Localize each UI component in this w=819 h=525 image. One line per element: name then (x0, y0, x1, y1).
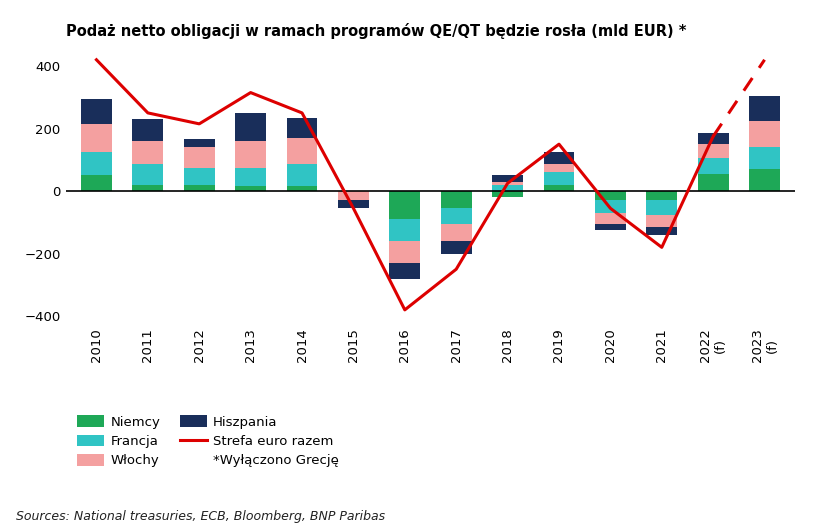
Bar (132, 141, 163, 164)
Bar (749, 121, 779, 148)
Bar (337, 191, 369, 201)
Bar (697, 133, 728, 144)
Bar (441, 241, 471, 254)
Bar (287, 186, 317, 191)
Bar (132, 185, 163, 191)
Bar (81, 124, 111, 152)
Bar (491, 175, 523, 182)
Bar (697, 158, 728, 174)
Bar (389, 263, 419, 279)
Bar (81, 175, 111, 191)
Bar (235, 186, 265, 191)
Bar (749, 148, 779, 169)
Bar (645, 215, 676, 227)
Bar (81, 152, 111, 175)
Bar (389, 191, 419, 219)
Bar (595, 191, 625, 201)
Bar (645, 227, 676, 235)
Bar (235, 141, 265, 167)
Bar (543, 152, 573, 164)
Bar (595, 213, 625, 224)
Bar (543, 172, 573, 185)
Bar (595, 201, 625, 213)
Bar (235, 113, 265, 141)
Bar (81, 99, 111, 124)
Bar (389, 241, 419, 263)
Bar (491, 182, 523, 185)
Bar (491, 185, 523, 191)
Bar (132, 164, 163, 185)
Bar (132, 119, 163, 141)
Bar (543, 185, 573, 191)
Bar (697, 174, 728, 191)
Bar (287, 138, 317, 164)
Bar (491, 191, 523, 197)
Bar (645, 191, 676, 201)
Text: Sources: National treasuries, ECB, Bloomberg, BNP Paribas: Sources: National treasuries, ECB, Bloom… (16, 510, 385, 523)
Bar (749, 96, 779, 121)
Bar (441, 191, 471, 208)
Bar (183, 167, 215, 185)
Bar (389, 219, 419, 241)
Bar (287, 164, 317, 186)
Bar (183, 148, 215, 167)
Bar (183, 185, 215, 191)
Bar (543, 164, 573, 172)
Bar (645, 201, 676, 215)
Bar (595, 224, 625, 230)
Bar (697, 144, 728, 158)
Bar (749, 169, 779, 191)
Bar (441, 208, 471, 224)
Bar (441, 224, 471, 241)
Bar (287, 118, 317, 138)
Text: Podaż netto obligacji w ramach programów QE/QT będzie rosła (mld EUR) *: Podaż netto obligacji w ramach programów… (66, 23, 686, 39)
Bar (235, 167, 265, 186)
Legend: Niemcy, Francja, Włochy, Hiszpania, Strefa euro razem, *Wyłączono Grecję: Niemcy, Francja, Włochy, Hiszpania, Stre… (72, 410, 344, 472)
Bar (183, 140, 215, 148)
Bar (337, 201, 369, 208)
